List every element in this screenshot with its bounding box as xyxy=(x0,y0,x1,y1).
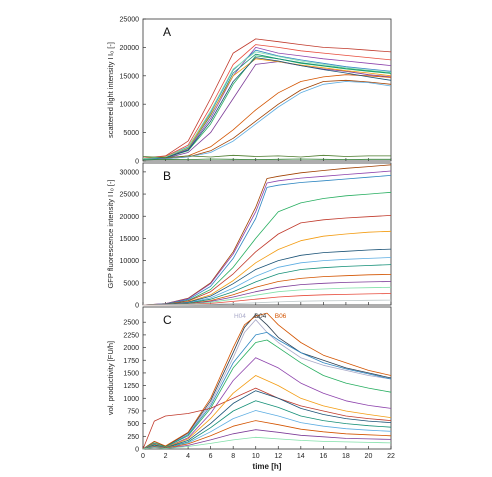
y-tick-label: 2000 xyxy=(123,345,139,352)
x-tick-label: 18 xyxy=(342,453,350,460)
x-tick-label: 16 xyxy=(319,453,327,460)
series-line-2 xyxy=(142,170,392,306)
y-tick-label: 25000 xyxy=(120,17,140,24)
y-tick-label: 30000 xyxy=(120,169,140,176)
y-tick-label: 1000 xyxy=(123,396,139,403)
y-axis-label: scattered light intensity I I₀ [-] xyxy=(106,42,115,138)
y-tick-label: 10000 xyxy=(120,258,140,265)
y-tick-label: 2250 xyxy=(123,332,139,339)
series-line-9 xyxy=(142,264,392,306)
x-tick-label: 6 xyxy=(209,453,213,460)
panel-label: C xyxy=(163,313,172,327)
series-line-1 xyxy=(142,47,392,160)
y-tick-label: 15000 xyxy=(120,236,140,243)
y-tick-label: 1250 xyxy=(123,383,139,390)
y-axis-label: GFP fluorescence intensity I I₀ [-] xyxy=(106,179,115,288)
x-tick-label: 2 xyxy=(164,453,168,460)
y-tick-label: 1750 xyxy=(123,358,139,365)
y-tick-label: 10000 xyxy=(120,102,140,109)
series-line-1 xyxy=(142,164,392,306)
annotation-b06: B06 xyxy=(275,313,287,320)
x-tick-label: 4 xyxy=(186,453,190,460)
y-tick-label: 20000 xyxy=(120,214,140,221)
y-tick-label: 0 xyxy=(135,159,139,166)
series-line-10 xyxy=(142,44,392,160)
series-line-11 xyxy=(142,58,392,160)
y-tick-label: 15000 xyxy=(120,73,140,80)
x-tick-label: 10 xyxy=(252,453,260,460)
y-tick-label: 0 xyxy=(135,303,139,310)
series-line-2 xyxy=(142,38,392,159)
series-line-9 xyxy=(142,53,392,160)
x-tick-label: 0 xyxy=(141,453,145,460)
y-tick-label: 500 xyxy=(127,421,139,428)
series-line-7 xyxy=(142,79,392,160)
y-tick-label: 1500 xyxy=(123,370,139,377)
x-tick-label: 20 xyxy=(365,453,373,460)
x-tick-label: 22 xyxy=(387,453,395,460)
x-tick-label: 14 xyxy=(297,453,305,460)
series-line-13 xyxy=(142,51,392,160)
series-line-7 xyxy=(142,387,392,450)
annotation-h04: H04 xyxy=(234,313,246,320)
series-line-3 xyxy=(142,175,392,306)
series-line-4 xyxy=(142,55,392,160)
x-axis-label: time [h] xyxy=(253,462,282,471)
series-line-6 xyxy=(142,357,392,450)
series-line-8 xyxy=(142,81,392,160)
annotation-d04: D04 xyxy=(254,313,266,320)
y-tick-label: 750 xyxy=(127,408,139,415)
y-tick-label: 2500 xyxy=(123,320,139,327)
series-line-12 xyxy=(142,57,392,160)
series-line-5 xyxy=(142,61,392,160)
y-tick-label: 5000 xyxy=(123,130,139,137)
panel-label: A xyxy=(163,25,171,39)
y-tick-label: 0 xyxy=(135,447,139,454)
panel-c: 0 250 500 750 1000 1250 1500 1750 2000 2250 2500 0 2… xyxy=(106,306,395,471)
x-tick-label: 8 xyxy=(231,453,235,460)
series-line-15 xyxy=(142,158,391,161)
panel-label: B xyxy=(163,169,171,183)
series-line-7 xyxy=(142,248,392,306)
y-tick-label: 5000 xyxy=(123,280,139,287)
y-tick-label: 20000 xyxy=(120,45,140,52)
y-tick-label: 25000 xyxy=(120,192,140,199)
plot-frame xyxy=(142,162,392,306)
y-tick-label: 250 xyxy=(127,434,139,441)
series-line-14 xyxy=(142,154,391,159)
y-axis-label: vol. productivity [FU/h] xyxy=(106,341,115,415)
series-line-9 xyxy=(142,390,392,450)
panel-b: 0 5000 10000 15000 20000 25000 30000 B GFP fluor… xyxy=(106,162,392,310)
x-tick-label: 12 xyxy=(274,453,282,460)
series-line-14 xyxy=(142,299,392,306)
series-line-3 xyxy=(142,312,392,450)
series-line-2 xyxy=(142,314,392,450)
plot-frame xyxy=(142,306,392,450)
series-line-5 xyxy=(142,339,392,450)
plot-frame xyxy=(142,18,392,162)
series-line-3 xyxy=(142,49,392,160)
series-line-5 xyxy=(142,215,392,306)
series-line-4 xyxy=(142,331,392,450)
series-line-14 xyxy=(142,436,392,450)
